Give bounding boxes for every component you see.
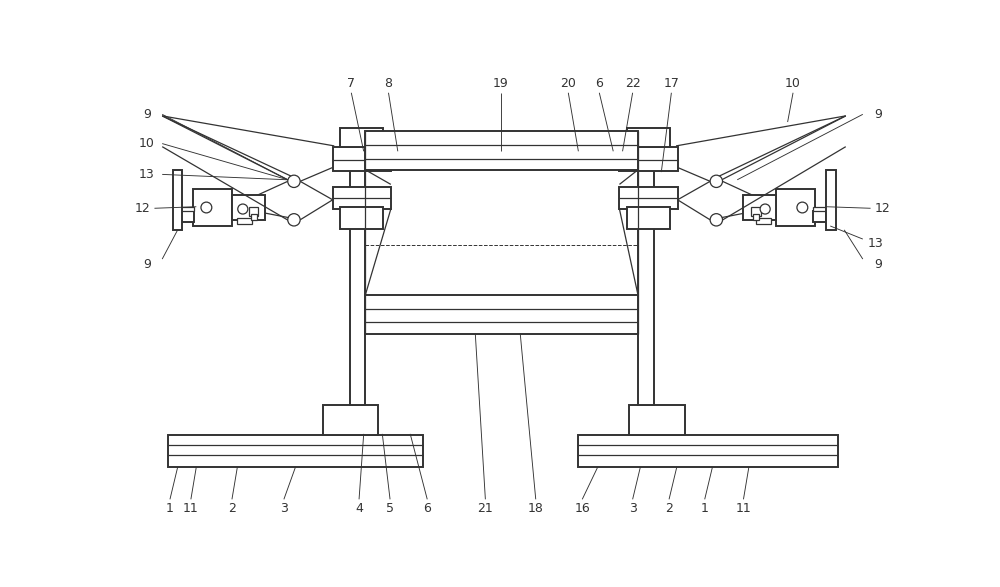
Text: 8: 8 — [384, 77, 392, 90]
Bar — [619, 187, 678, 209]
Bar — [340, 207, 383, 229]
Bar — [249, 207, 258, 216]
Circle shape — [288, 214, 300, 226]
Bar — [173, 170, 182, 230]
Text: 20: 20 — [560, 77, 576, 90]
Text: 2: 2 — [665, 502, 673, 515]
Bar — [350, 147, 365, 406]
Text: 3: 3 — [629, 502, 637, 515]
Bar — [826, 170, 836, 230]
Bar — [813, 207, 826, 211]
Bar — [638, 147, 654, 406]
Bar — [578, 434, 838, 467]
Text: 6: 6 — [595, 77, 603, 90]
Bar — [629, 406, 685, 434]
Bar — [753, 214, 759, 220]
Text: 9: 9 — [143, 108, 151, 121]
Text: 9: 9 — [874, 108, 882, 121]
Text: 17: 17 — [663, 77, 679, 90]
Bar — [776, 189, 815, 226]
Text: 9: 9 — [874, 258, 882, 271]
Text: 1: 1 — [166, 502, 174, 515]
Text: 22: 22 — [625, 77, 640, 90]
Bar — [333, 187, 391, 209]
Text: 10: 10 — [139, 137, 155, 150]
Bar — [181, 211, 194, 222]
Circle shape — [201, 202, 212, 213]
Bar — [168, 434, 423, 467]
Bar — [813, 211, 826, 222]
Text: 6: 6 — [423, 502, 431, 515]
Text: 12: 12 — [134, 202, 150, 215]
Text: 18: 18 — [528, 502, 544, 515]
Bar — [237, 218, 252, 224]
Bar — [340, 128, 383, 147]
Text: 1: 1 — [701, 502, 709, 515]
Circle shape — [710, 175, 723, 187]
Text: 19: 19 — [493, 77, 509, 90]
Text: 13: 13 — [139, 168, 155, 181]
Bar — [365, 131, 638, 170]
Bar — [627, 128, 670, 147]
Bar — [743, 195, 776, 220]
Text: 5: 5 — [386, 502, 394, 515]
Text: 12: 12 — [875, 202, 891, 215]
Bar — [232, 195, 264, 220]
Bar — [627, 207, 670, 229]
Text: 13: 13 — [867, 237, 883, 250]
Bar — [365, 295, 638, 334]
Bar — [251, 214, 257, 220]
Circle shape — [238, 204, 248, 214]
Text: 3: 3 — [280, 502, 288, 515]
Circle shape — [288, 175, 300, 187]
Bar — [323, 406, 378, 434]
Bar — [193, 189, 232, 226]
Bar — [181, 207, 194, 211]
Circle shape — [797, 202, 808, 213]
Text: 16: 16 — [574, 502, 590, 515]
Circle shape — [760, 204, 770, 214]
Bar — [619, 147, 678, 171]
Text: 4: 4 — [355, 502, 363, 515]
Text: 7: 7 — [347, 77, 355, 90]
Text: 11: 11 — [183, 502, 199, 515]
Bar — [756, 218, 771, 224]
Text: 10: 10 — [785, 77, 801, 90]
Text: 21: 21 — [478, 502, 493, 515]
Text: 2: 2 — [228, 502, 236, 515]
Bar — [333, 147, 391, 171]
Circle shape — [710, 214, 723, 226]
Bar — [751, 207, 761, 216]
Text: 9: 9 — [143, 258, 151, 271]
Text: 11: 11 — [736, 502, 751, 515]
